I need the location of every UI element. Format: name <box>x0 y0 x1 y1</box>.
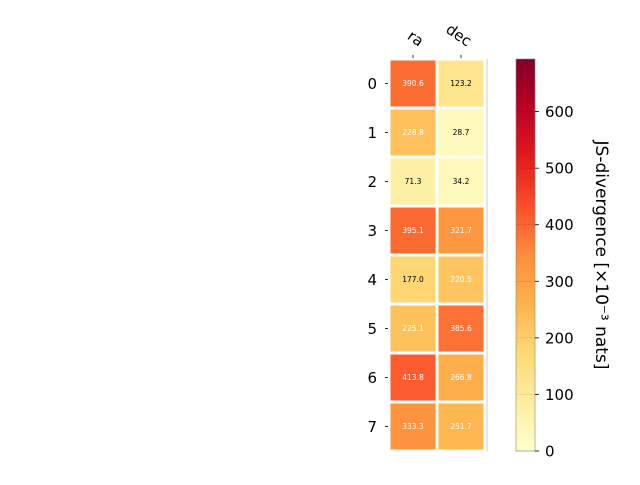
y-tick-label: 4 <box>367 271 377 289</box>
heatmap-cell <box>438 256 484 303</box>
colorbar-tick-label: 100 <box>545 386 574 404</box>
y-tick-label: 2 <box>367 173 377 191</box>
cell-value-label: 225.1 <box>402 324 424 333</box>
colorbar-tick-label: 500 <box>545 160 574 178</box>
colorbar-tick-label: 600 <box>545 103 574 121</box>
heatmap-cell <box>438 109 484 156</box>
cell-value-label: 28.7 <box>453 128 470 137</box>
heatmap-cell <box>390 403 436 450</box>
colorbar-tick-label: 0 <box>545 443 555 461</box>
colorbar-gradient <box>515 58 536 452</box>
cell-value-label: 123.2 <box>450 79 472 88</box>
cell-value-label: 321.7 <box>450 226 472 235</box>
cell-value-label: 220.5 <box>450 275 472 284</box>
y-tick-label: 3 <box>367 222 377 240</box>
heatmap-cell <box>438 60 484 107</box>
heatmap-cell <box>390 158 436 205</box>
heatmap-cell <box>390 207 436 254</box>
cell-value-label: 177.0 <box>402 275 424 284</box>
colorbar-tick-label: 400 <box>545 216 574 234</box>
cell-value-label: 266.8 <box>450 373 472 382</box>
colorbar-tick-label: 300 <box>545 273 574 291</box>
heatmap-cell <box>390 60 436 107</box>
cell-value-label: 71.3 <box>405 177 422 186</box>
cell-value-label: 34.2 <box>453 177 470 186</box>
heatmap-cell <box>390 354 436 401</box>
cell-value-label: 385.6 <box>450 324 472 333</box>
heatmap-cell <box>438 403 484 450</box>
y-tick-label: 5 <box>367 320 377 338</box>
heatmap-cell <box>390 256 436 303</box>
x-tick-label: dec <box>443 20 475 50</box>
heatmap-cells: 390.6 123.2 228.8 28.7 71.3 34.2 395.1 321.7 177… <box>390 60 484 450</box>
y-tick-label: 6 <box>367 369 377 387</box>
cell-value-label: 413.8 <box>402 373 424 382</box>
colorbar-tick-label: 200 <box>545 329 574 347</box>
heatmap-cell <box>438 207 484 254</box>
heatmap-cell <box>438 158 484 205</box>
colorbar: 0 100 200 300 400 500 600 JS-divergence [×10⁻³ … <box>515 58 611 461</box>
cell-value-label: 395.1 <box>402 226 424 235</box>
cell-value-label: 251.7 <box>450 422 472 431</box>
cell-value-label: 228.8 <box>402 128 424 137</box>
y-tick-label: 1 <box>367 124 377 142</box>
cell-value-label: 390.6 <box>402 79 424 88</box>
heatmap-cell <box>390 305 436 352</box>
y-tick-label: 0 <box>367 75 377 93</box>
cell-value-label: 333.3 <box>402 422 424 431</box>
heatmap-cell <box>438 354 484 401</box>
x-tick-label: ra <box>404 27 427 51</box>
colorbar-label: JS-divergence [×10⁻³ nats] <box>591 140 611 370</box>
heatmap-cell <box>390 109 436 156</box>
y-tick-label: 7 <box>367 418 377 436</box>
heatmap-cell <box>438 305 484 352</box>
